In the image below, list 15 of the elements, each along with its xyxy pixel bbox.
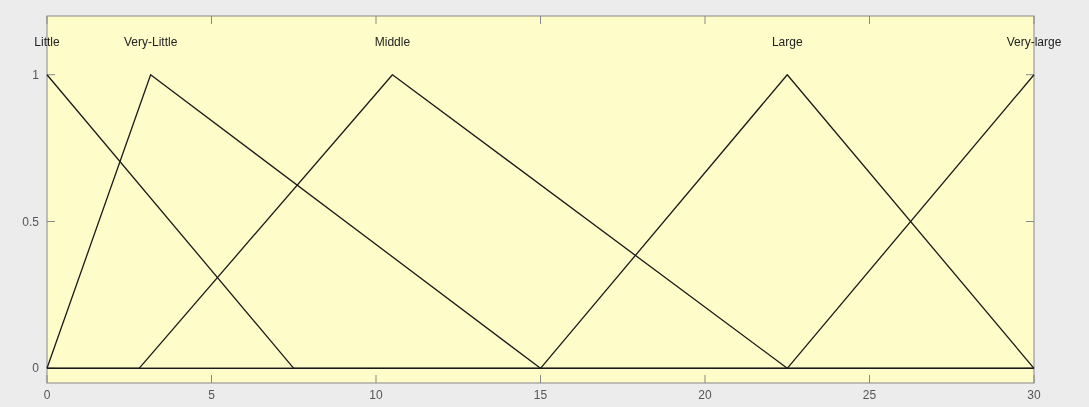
y-tick-label: 0.5 <box>22 214 40 229</box>
x-tick-label: 0 <box>43 388 51 402</box>
y-tick-label: 0 <box>32 361 40 376</box>
x-tick-label: 5 <box>208 388 216 402</box>
x-tick-label: 30 <box>1027 388 1041 402</box>
text: Little <box>34 35 60 49</box>
x-tick-label: 10 <box>369 388 383 402</box>
x-tick-label: 25 <box>862 388 877 402</box>
text: Large <box>771 35 803 49</box>
x-tick-label: 15 <box>533 388 548 402</box>
text: Very-large <box>1006 35 1062 49</box>
text: Middle <box>374 35 411 49</box>
text: Very-Little <box>123 35 178 49</box>
y-tick-label: 1 <box>32 67 40 82</box>
x-tick-label: 20 <box>698 388 712 402</box>
